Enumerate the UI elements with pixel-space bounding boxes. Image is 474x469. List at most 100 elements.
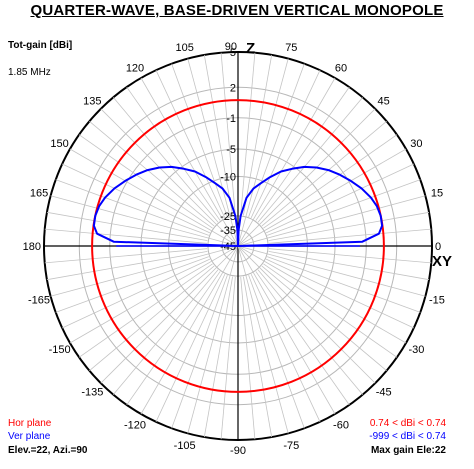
angle-label: 90 (225, 41, 237, 53)
chart-title: QUARTER-WAVE, BASE-DRIVEN VERTICAL MONOP… (30, 2, 444, 19)
grid-spoke (237, 245, 376, 384)
angle-label: 135 (83, 95, 101, 107)
grid-spoke (237, 108, 376, 247)
hor-plane-curve (91, 99, 385, 393)
grid-spoke (140, 245, 239, 415)
angle-label: 180 (23, 241, 41, 253)
hor-plane-range: 0.74 < dBi < 0.74 (369, 418, 446, 429)
grid-spoke (203, 276, 234, 438)
grid-spoke (46, 250, 208, 281)
grid-spoke (267, 256, 421, 313)
angle-label: 150 (50, 138, 68, 150)
grid-spoke (255, 86, 350, 221)
grid-spoke (100, 245, 239, 384)
grid-spoke (89, 120, 215, 227)
grid-spoke (263, 134, 398, 229)
angle-label: -45 (376, 387, 392, 399)
grid-spoke (237, 77, 336, 247)
grid-spoke (126, 86, 221, 221)
grid-spoke (237, 58, 289, 247)
grid-spoke (62, 258, 211, 329)
grid-spoke (112, 97, 219, 223)
grid-spoke (237, 245, 407, 344)
angle-label: -90 (230, 445, 246, 457)
grid-spoke (268, 248, 432, 264)
radial-tick-label: -5 (226, 144, 236, 156)
angle-label: 120 (126, 63, 144, 75)
angle-label: 105 (176, 42, 194, 54)
grid-spoke (50, 245, 239, 297)
grid-spoke (155, 273, 226, 422)
angle-label: -135 (81, 387, 103, 399)
grid-spoke (257, 97, 364, 223)
grid-spoke (265, 258, 414, 329)
grid-spoke (50, 195, 239, 247)
grid-spoke (78, 263, 213, 358)
radial-tick-label: -25 (220, 211, 236, 223)
grid-spoke (171, 275, 228, 429)
angle-labels: 0 15 30 45 60 75 90 105 120 135 150 165 180 -165 -150 -… (23, 41, 445, 457)
grid-spoke (237, 245, 426, 297)
grid-spoke (263, 263, 398, 358)
grid-spoke (155, 70, 226, 219)
angle-label: -105 (174, 440, 196, 452)
angle-label: -15 (429, 294, 445, 306)
grid-spoke (242, 276, 273, 438)
grid-spoke (44, 228, 208, 244)
angle-label: 165 (30, 188, 48, 200)
grid-spoke (248, 63, 305, 217)
grid-spoke (112, 269, 219, 395)
grid-spoke (78, 134, 213, 229)
grid-spoke (126, 271, 221, 406)
frequency-label: 1.85 MHz (8, 67, 51, 78)
z-axis-label: Z (246, 40, 255, 57)
angle-label: -165 (28, 294, 50, 306)
grid-spoke (220, 276, 236, 440)
ver-plane-range: -999 < dBi < 0.74 (369, 431, 446, 442)
xy-axis-label: XY (432, 253, 452, 270)
legend-hor-plane: Hor plane (8, 418, 52, 429)
grid-spoke (267, 179, 421, 236)
radial-tick-label: -35 (220, 225, 236, 237)
elev-azi-label: Elev.=22, Azi.=90 (8, 445, 88, 456)
grid-spoke (187, 245, 239, 434)
angle-label: 0 (435, 241, 441, 253)
grid-spoke (220, 52, 236, 216)
radial-tick-label: -10 (220, 172, 236, 184)
angle-label: 75 (285, 42, 297, 54)
radial-tick-label: 5 (230, 47, 236, 59)
grid-spoke (44, 248, 208, 264)
angle-label: -150 (49, 344, 71, 356)
grid-spoke (55, 256, 209, 313)
angle-label: -30 (408, 344, 424, 356)
grid-spoke (55, 179, 209, 236)
max-gain-label: Max gain Ele:22 (370, 445, 446, 456)
grid-spoke (237, 245, 289, 434)
grid-spoke (265, 163, 414, 234)
pattern-curves (91, 99, 385, 393)
grid-spoke (248, 275, 305, 429)
angle-label: -75 (283, 440, 299, 452)
radial-tick-label: -1 (226, 113, 236, 125)
angle-label: -60 (333, 419, 349, 431)
grid-spoke (62, 163, 211, 234)
grid-spoke (257, 269, 364, 395)
grid-spoke (140, 77, 239, 247)
grid-spoke (268, 211, 430, 242)
grid-spoke (240, 276, 256, 440)
angle-label: 60 (335, 63, 347, 75)
grid-spoke (100, 108, 239, 247)
angle-label: 45 (378, 95, 390, 107)
radial-tick-label: 2 (230, 82, 236, 94)
grid-spoke (171, 63, 228, 217)
radial-tick-labels: 5 2 -1 -5 -10 -25 -35 -45 (220, 47, 236, 253)
grid-spoke (237, 245, 336, 415)
grid-spoke (187, 58, 239, 247)
grid-spoke (268, 228, 432, 244)
angle-label: 30 (410, 138, 422, 150)
grid-spoke (69, 148, 239, 247)
grid-spoke (268, 250, 430, 281)
grid-spoke (89, 265, 215, 372)
grid-spoke (250, 70, 321, 219)
